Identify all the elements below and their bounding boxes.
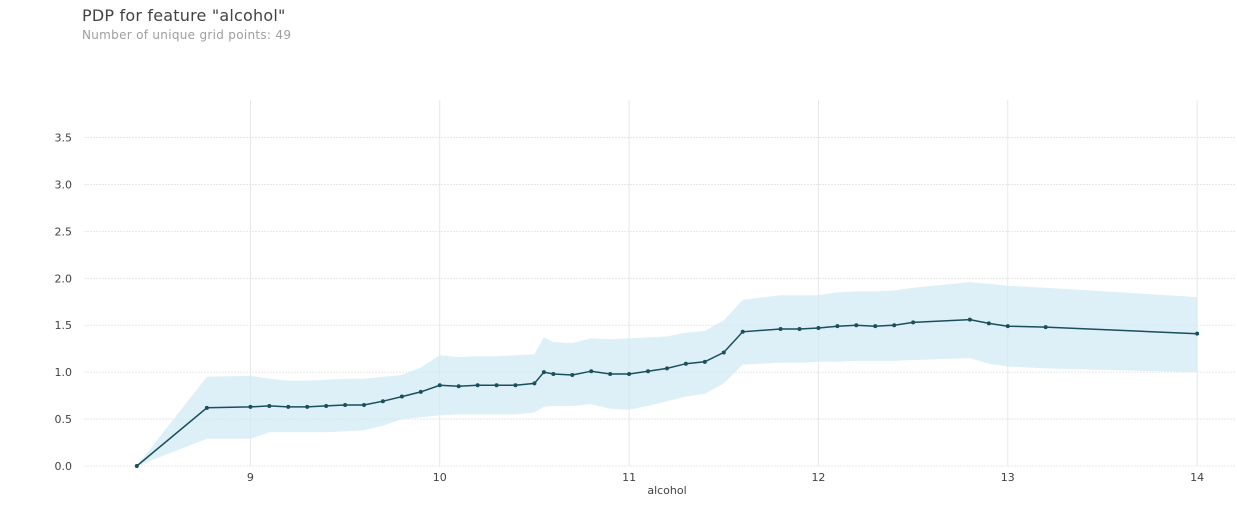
pdp-point — [437, 383, 442, 388]
pdp-point — [1195, 331, 1200, 336]
y-tick-label: 2.0 — [55, 272, 73, 285]
pdp-point — [986, 321, 991, 326]
pdp-point — [305, 404, 310, 409]
pdp-point — [627, 372, 632, 377]
x-tick-label: 12 — [811, 471, 825, 484]
pdp-point — [778, 326, 783, 331]
pdp-point — [683, 361, 688, 366]
pdp-point — [816, 326, 821, 331]
pdp-point — [248, 404, 253, 409]
pdp-point — [456, 384, 461, 389]
pdp-point — [551, 372, 556, 377]
pdp-point — [854, 323, 859, 328]
pdp-point — [399, 394, 404, 399]
y-tick-labels: 0.0 0.5 1.0 1.5 2.0 2.5 3.0 3.5 — [55, 132, 73, 473]
y-tick-label: 1.0 — [55, 366, 73, 379]
x-tick-label: 13 — [1001, 471, 1015, 484]
pdp-point — [740, 329, 745, 334]
pdp-point — [646, 369, 651, 374]
pdp-point — [418, 389, 423, 394]
pdp-point — [204, 405, 209, 410]
pdp-point — [267, 403, 272, 408]
chart-title: PDP for feature "alcohol" — [82, 6, 286, 25]
pdp-point — [835, 324, 840, 329]
confidence-band — [136, 282, 1198, 466]
pdp-point — [873, 324, 878, 329]
pdp-point — [286, 404, 291, 409]
x-tick-label: 14 — [1190, 471, 1204, 484]
y-tick-label: 0.5 — [55, 413, 73, 426]
pdp-point — [1005, 324, 1010, 329]
pdp-point — [362, 403, 367, 407]
pdp-point — [608, 372, 613, 377]
pdp-point — [589, 369, 594, 374]
pdp-point — [380, 399, 385, 404]
x-tick-label: 11 — [622, 471, 636, 484]
x-tick-labels: 9 10 11 12 13 14 — [247, 471, 1204, 484]
y-tick-label: 3.5 — [55, 132, 73, 145]
pdp-point — [892, 323, 897, 328]
pdp-point — [570, 372, 575, 377]
pdp-point — [967, 317, 972, 322]
pdp-point — [134, 464, 139, 468]
y-tick-label: 2.5 — [55, 225, 73, 238]
x-tick-label: 10 — [433, 471, 447, 484]
x-tick-label: 9 — [247, 471, 254, 484]
pdp-point — [702, 359, 707, 364]
pdp-point — [664, 366, 669, 371]
y-tick-label: 0.0 — [55, 460, 73, 473]
chart-subtitle: Number of unique grid points: 49 — [82, 28, 292, 42]
pdp-point — [532, 381, 537, 386]
pdp-point — [721, 350, 726, 355]
pdp-point — [797, 326, 802, 331]
y-tick-label: 3.0 — [55, 178, 73, 191]
pdp-point — [513, 383, 518, 388]
pdp-points — [134, 317, 1200, 468]
pdp-point — [1043, 325, 1048, 330]
pdp-point — [324, 403, 329, 408]
pdp-point — [911, 320, 916, 325]
pdp-point — [343, 403, 348, 407]
pdp-point — [494, 383, 499, 388]
pdp-point — [541, 370, 546, 375]
y-tick-label: 1.5 — [55, 319, 73, 332]
x-axis-label: alcohol — [647, 484, 686, 497]
pdp-point — [475, 383, 480, 388]
